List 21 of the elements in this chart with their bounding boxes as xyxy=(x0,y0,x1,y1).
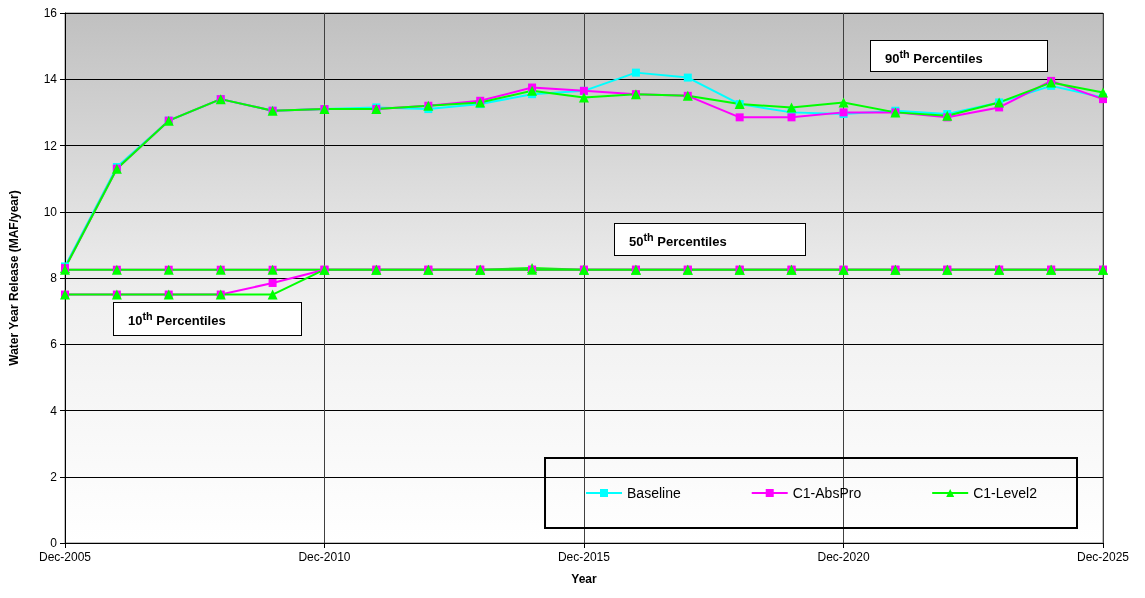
label-box: 10$^{th}$ Percentiles xyxy=(113,302,302,336)
y-tick-label: 12 xyxy=(43,138,58,153)
y-tick-label: 14 xyxy=(43,72,58,87)
y-tick-label: 10 xyxy=(43,204,58,219)
y-axis-title: Water Year Release (MAF/year) xyxy=(7,190,21,366)
x-tick-label: Dec-2020 xyxy=(817,550,870,564)
y-tick-label: 8 xyxy=(50,271,58,285)
y-tick-label: 6 xyxy=(50,337,58,352)
x-tick-label: Dec-2015 xyxy=(557,550,611,564)
x-tick-label: Dec-2010 xyxy=(298,550,351,564)
x-axis-title: Year xyxy=(571,572,598,586)
label-box: 50$^{th}$ Percentiles xyxy=(614,223,806,256)
y-tick-label: 2 xyxy=(50,469,58,484)
legend-label: Baseline xyxy=(627,485,681,501)
label-box: 90$^{th}$ Percentiles xyxy=(870,40,1048,72)
x-tick-label: Dec-2025 xyxy=(1076,550,1130,564)
legend-label: C1-Level2 xyxy=(973,485,1038,501)
y-tick-label: 4 xyxy=(50,403,58,418)
x-tick-label: Dec-2005 xyxy=(38,550,92,564)
y-tick-label: 0 xyxy=(50,536,58,550)
y-tick-label: 16 xyxy=(43,6,58,20)
